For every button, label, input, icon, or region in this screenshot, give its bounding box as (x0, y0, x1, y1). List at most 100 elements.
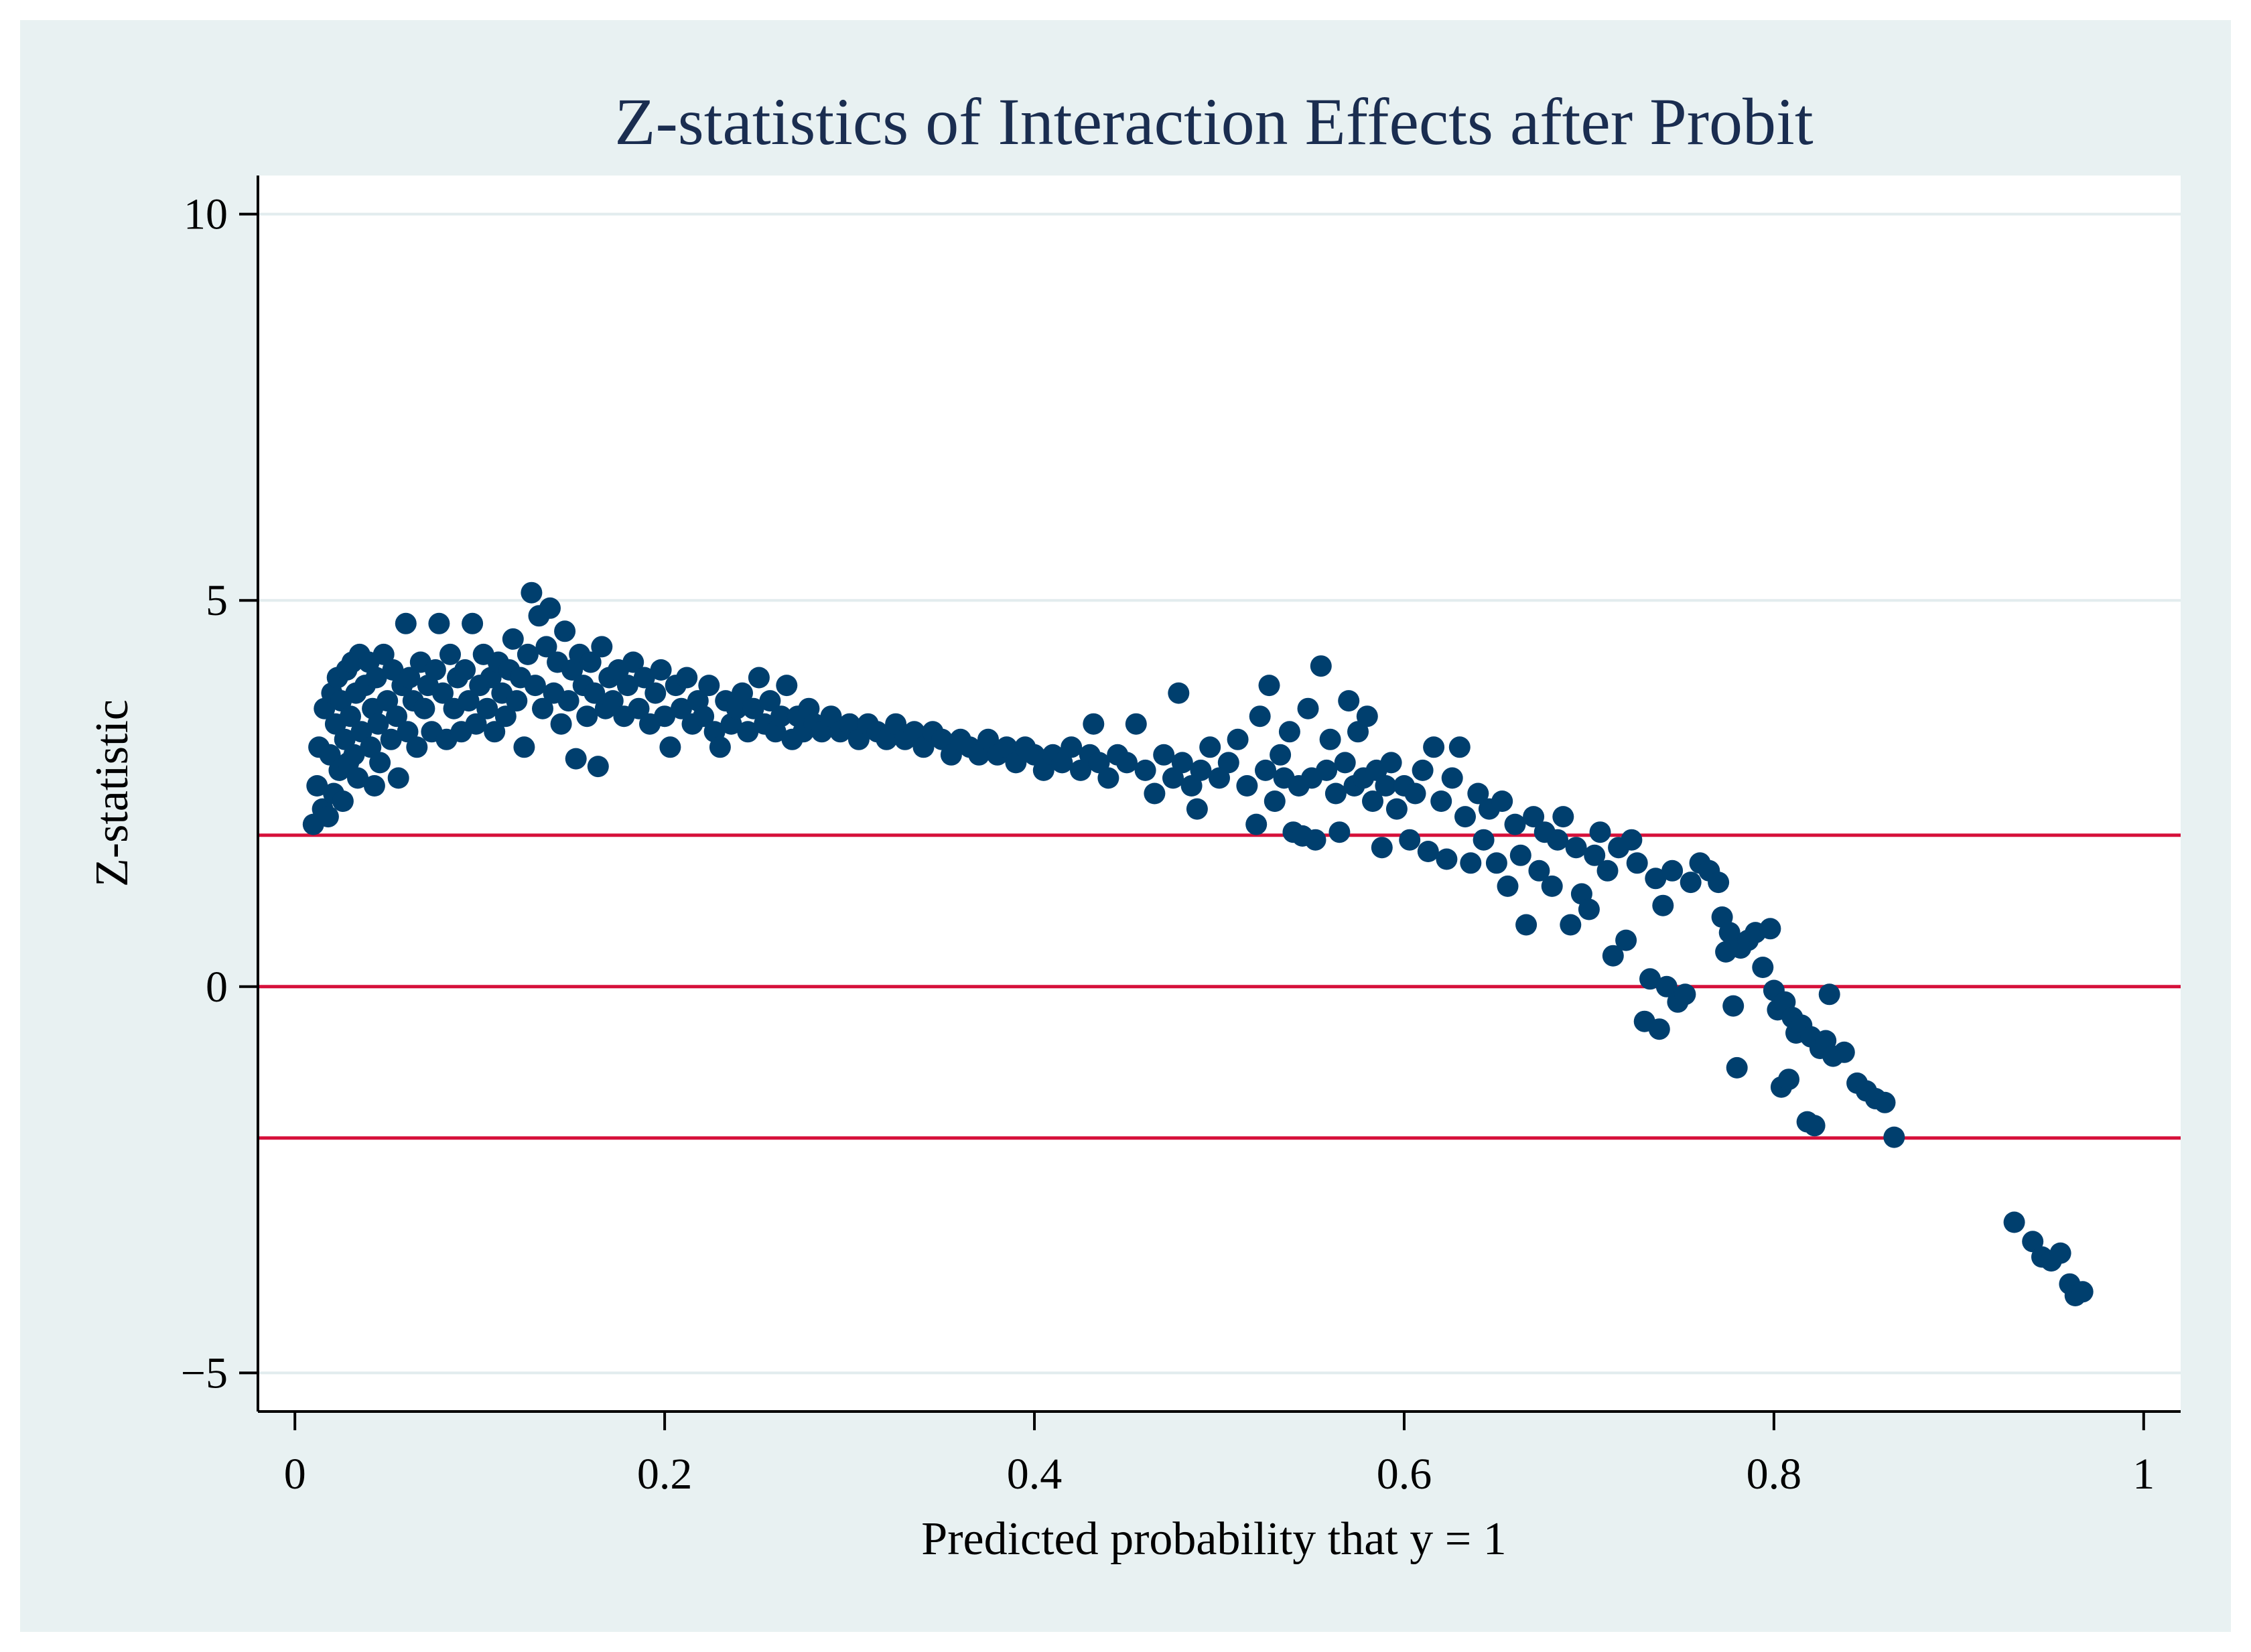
data-point (1602, 945, 1624, 967)
data-point (1116, 752, 1138, 774)
data-point (377, 690, 399, 712)
data-point (1726, 1056, 1748, 1079)
data-point (554, 620, 576, 642)
data-point (628, 697, 650, 719)
data-point (517, 643, 539, 665)
data-point (557, 690, 579, 712)
data-point (369, 752, 391, 774)
data-point (633, 667, 655, 689)
data-point (1005, 752, 1027, 774)
data-point (1209, 767, 1230, 789)
data-point (1541, 875, 1563, 897)
data-point (1171, 752, 1193, 774)
data-point (587, 756, 609, 778)
data-point (424, 659, 446, 681)
data-point (350, 721, 372, 743)
data-point (406, 736, 428, 758)
data-point (996, 736, 1018, 758)
data-point (1134, 759, 1156, 781)
data-point (347, 767, 368, 789)
data-point (1328, 821, 1351, 843)
data-point (334, 728, 356, 750)
data-point (1217, 752, 1239, 774)
data-point (1504, 813, 1526, 835)
data-point (1528, 859, 1550, 882)
data-point (1051, 752, 1073, 774)
data-point (671, 697, 692, 719)
data-point (1180, 775, 1203, 797)
data-point (737, 721, 759, 743)
data-point (432, 682, 454, 704)
data-point (1648, 1018, 1670, 1040)
data-point (1278, 721, 1300, 743)
data-point (1460, 852, 1482, 874)
data-point (576, 705, 598, 728)
data-point (1190, 759, 1212, 781)
data-point (1639, 968, 1661, 990)
data-point (1596, 859, 1619, 882)
x-tick-label: 0 (284, 1450, 306, 1499)
data-point (1399, 829, 1421, 851)
data-point (1319, 728, 1341, 750)
y-tick-label: 0 (206, 963, 228, 1012)
data-point (1070, 759, 1091, 781)
data-point (506, 690, 528, 712)
data-point (1310, 655, 1332, 677)
data-point (360, 736, 382, 758)
data-point (1759, 918, 1781, 940)
data-point (1338, 690, 1360, 712)
data-point (550, 713, 572, 735)
data-point (2003, 1211, 2025, 1233)
data-point (847, 728, 870, 750)
data-point (494, 705, 517, 728)
data-point (742, 697, 764, 719)
data-point (591, 636, 613, 658)
x-axis-label: Predicted probability that y = 1 (921, 1513, 1506, 1565)
data-point (1316, 759, 1338, 781)
data-point (1547, 829, 1568, 851)
data-point (1523, 806, 1545, 828)
data-point (584, 682, 606, 704)
data-point (1645, 868, 1667, 890)
data-point (340, 705, 361, 728)
data-point (579, 651, 602, 673)
data-point (1560, 914, 1582, 936)
data-point (521, 581, 543, 604)
x-tick-label: 0.8 (1747, 1450, 1802, 1499)
x-tick-label: 0.6 (1377, 1450, 1432, 1499)
data-point (776, 675, 798, 697)
data-point (693, 705, 715, 728)
data-point (524, 675, 546, 697)
data-point (1245, 813, 1268, 835)
data-point (363, 775, 385, 797)
data-point (1255, 759, 1276, 781)
data-point (732, 682, 753, 704)
data-point (940, 744, 962, 766)
x-axis-ticks: 0 0.2 0.4 0.6 0.8 1 (284, 1412, 2155, 1499)
data-point (650, 659, 672, 681)
data-point (1818, 983, 1840, 1006)
data-point (1552, 806, 1574, 828)
data-point (1491, 790, 1513, 812)
data-point (399, 667, 421, 689)
data-point (458, 690, 480, 712)
data-point (476, 697, 498, 719)
data-point (1454, 806, 1476, 828)
data-point (367, 713, 389, 735)
data-point (1467, 782, 1489, 805)
data-point (644, 682, 667, 704)
data-point (770, 705, 792, 728)
data-point (1578, 898, 1600, 920)
data-point (1412, 759, 1434, 781)
data-point (306, 775, 328, 797)
data-point (1264, 790, 1286, 812)
data-point (839, 713, 861, 735)
y-tick-label: 10 (184, 190, 228, 239)
data-point (1356, 705, 1378, 728)
data-point (1752, 957, 1774, 978)
data-point (748, 667, 770, 689)
data-point (1708, 872, 1730, 894)
data-point (1258, 675, 1280, 697)
data-point (513, 736, 535, 758)
data-point (1347, 721, 1369, 743)
